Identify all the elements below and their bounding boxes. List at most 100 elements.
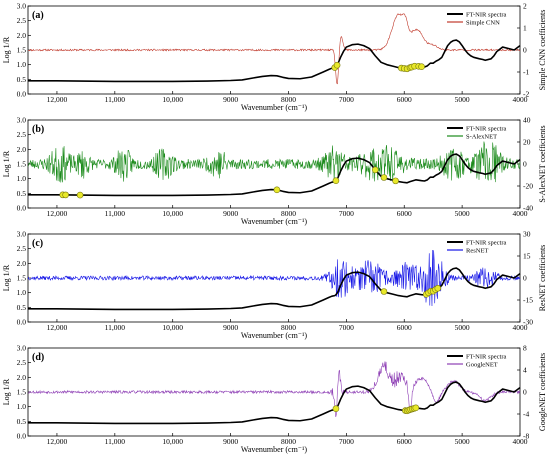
panel-a-xtick-label: 11,000 — [105, 95, 126, 104]
panel-c-xtick-label: 4000 — [513, 323, 528, 332]
panel-a-letter: (a) — [32, 10, 44, 21]
panel-a-ytick-left-label: 2.0 — [17, 31, 27, 40]
panel-d-ytick-right-label: 4 — [523, 366, 527, 375]
panel-d-ytick-right-label: 0 — [523, 388, 527, 397]
panel-c-ytick-right-label: -15 — [523, 296, 533, 305]
panel-b-ytick-left-label: 0.5 — [17, 189, 27, 198]
panel-d-xtick-label: 4000 — [513, 437, 528, 446]
panel-b-xlabel: Wavenumber (cm⁻¹) — [241, 217, 308, 226]
panel-c-ytick-left-label: 1.0 — [17, 288, 27, 297]
panel-d-xtick-label: 6000 — [397, 437, 412, 446]
panel-a-ytick-left-label: 2.5 — [17, 16, 27, 25]
panel-c-xlabel: Wavenumber (cm⁻¹) — [241, 331, 308, 340]
panel-a-xtick-label: 10,000 — [162, 95, 183, 104]
panel-c-ytick-left-label: 2.0 — [17, 259, 27, 268]
panel-a-ytick-right-label: -1 — [523, 68, 529, 77]
panel-d-xtick-label: 7000 — [339, 437, 354, 446]
panel-d-ytick-left-label: 0.0 — [17, 432, 27, 441]
panel-b-highlight-point — [380, 174, 388, 181]
panel-b-coefficient-line — [27, 141, 521, 183]
panel-b-xtick-label: 6000 — [397, 209, 412, 218]
panel-a-ytick-right-label: 1 — [523, 24, 527, 33]
panel-b-highlight-point — [332, 177, 340, 185]
panel-c-xtick-label: 5000 — [455, 323, 470, 332]
panel-b-letter: (b) — [32, 124, 44, 135]
panel-b-ytick-left-label: 1.0 — [17, 174, 27, 183]
panel-c-letter: (c) — [32, 238, 43, 249]
panel-b-ytick-right-label: 20 — [523, 138, 531, 147]
panel-c-ytick-right-label: 30 — [523, 230, 531, 239]
panel-b-xtick-label: 9000 — [223, 209, 238, 218]
panel-d-ylabel-left: Log 1/R — [2, 378, 11, 405]
panel-b-ytick-left-label: 1.5 — [17, 160, 27, 169]
panel-b-ytick-right-label: -20 — [523, 182, 533, 191]
panel-b-ytick-right-label: 40 — [523, 116, 531, 125]
panel-b-xtick-label: 4000 — [513, 209, 528, 218]
panel-c-xtick-label: 12,000 — [47, 323, 68, 332]
panel-a-ytick-right-label: 2 — [523, 2, 527, 11]
panel-a-legend-label-coefficients: Simple CNN — [466, 20, 500, 27]
panel-d-ytick-left-label: 1.0 — [17, 402, 27, 411]
panel-c-legend: FT-NIR spectra ResNET — [447, 240, 506, 255]
panel-c-ytick-right-label: 15 — [523, 252, 531, 261]
panel-b-xtick-label: 12,000 — [47, 209, 68, 218]
panel-c-ytick-left-label: 2.5 — [17, 244, 27, 253]
panel-d-legend-label-spectrum: FT-NIR spectra — [466, 354, 506, 361]
panel-a-ytick-left-label: 1.5 — [17, 46, 27, 55]
panel-d-ytick-left-label: 0.5 — [17, 417, 27, 426]
panel-a: (a) Log 1/R Simple CNN coefficients Wave… — [2, 2, 547, 113]
panel-b-xtick-label: 7000 — [339, 209, 354, 218]
panel-a-ytick-right-label: 0 — [523, 46, 527, 55]
panel-b-legend: FT-NIR spectra S-AlexNET — [447, 126, 506, 141]
panel-a-xtick-label: 6000 — [397, 95, 412, 104]
panel-d-ytick-right-label: -8 — [523, 432, 529, 441]
panel-d-ytick-left-label: 3.0 — [17, 344, 27, 353]
panel-b-highlight-point — [76, 191, 84, 199]
panel-d-xtick-label: 9000 — [223, 437, 238, 446]
panel-d-legend-label-coefficients: GoogleNET — [466, 362, 498, 369]
panel-c-coefficient-line — [27, 250, 521, 306]
panel-a-highlight-point — [418, 63, 425, 71]
panel-c-ytick-left-label: 0.0 — [17, 318, 27, 327]
panel-b-xtick-label: 8000 — [281, 209, 296, 218]
panel-a-ytick-left-label: 1.0 — [17, 60, 27, 69]
panel-c-xtick-label: 7000 — [339, 323, 354, 332]
panel-d: (d) Log 1/R GoogleNET coefficients Waven… — [2, 344, 547, 455]
panel-d-ytick-right-label: 8 — [523, 344, 527, 353]
panel-c-ylabel-left: Log 1/R — [2, 264, 11, 291]
panel-a-xlabel: Wavenumber (cm⁻¹) — [241, 103, 308, 112]
panel-c-legend-label-coefficients: ResNET — [466, 248, 488, 255]
panel-d-ytick-left-label: 2.0 — [17, 373, 27, 382]
panel-b-ytick-left-label: 2.0 — [17, 145, 27, 154]
panel-d-xtick-label: 8000 — [281, 437, 296, 446]
panel-b-ytick-left-label: 0.0 — [17, 204, 27, 213]
panel-a-ytick-left-label: 0.0 — [17, 90, 27, 99]
panel-c-xtick-label: 6000 — [397, 323, 412, 332]
panel-b-spectrum-line — [28, 153, 521, 197]
panel-d-ytick-left-label: 1.5 — [17, 388, 27, 397]
panel-c-xtick-label: 9000 — [223, 323, 238, 332]
panel-a-ytick-left-label: 0.5 — [17, 75, 27, 84]
panel-a-ytick-left-label: 3.0 — [17, 2, 27, 11]
panel-c-xtick-label: 11,000 — [105, 323, 126, 332]
panel-c-xtick-label: 10,000 — [162, 323, 183, 332]
panel-b: (b) Log 1/R S-AlexNET coefficients Waven… — [2, 116, 547, 227]
panel-d-coefficient-line — [27, 361, 521, 418]
panel-d-xtick-label: 11,000 — [105, 437, 126, 446]
panel-d-xlabel: Wavenumber (cm⁻¹) — [241, 445, 308, 454]
panel-b-xtick-label: 5000 — [455, 209, 470, 218]
panel-b-legend-label-coefficients: S-AlexNET — [466, 134, 497, 141]
panel-b-ytick-left-label: 3.0 — [17, 116, 27, 125]
panel-b-ytick-right-label: -40 — [523, 204, 533, 213]
panel-a-xtick-label: 5000 — [455, 95, 470, 104]
panel-b-ylabel-left: Log 1/R — [2, 150, 11, 177]
panel-b-xtick-label: 10,000 — [162, 209, 183, 218]
panel-a-ylabel-right: Simple CNN coefficients — [538, 10, 547, 91]
panel-a-legend-label-spectrum: FT-NIR spectra — [466, 12, 506, 19]
panel-c-ytick-left-label: 1.5 — [17, 274, 27, 283]
panel-d-xtick-label: 12,000 — [47, 437, 68, 446]
panel-b-ytick-right-label: 0 — [523, 160, 527, 169]
panel-c: (c) Log 1/R ResNET coefficients Wavenumb… — [2, 230, 547, 341]
panel-a-legend: FT-NIR spectra Simple CNN — [447, 12, 506, 27]
panel-c-highlight-point — [434, 284, 442, 292]
